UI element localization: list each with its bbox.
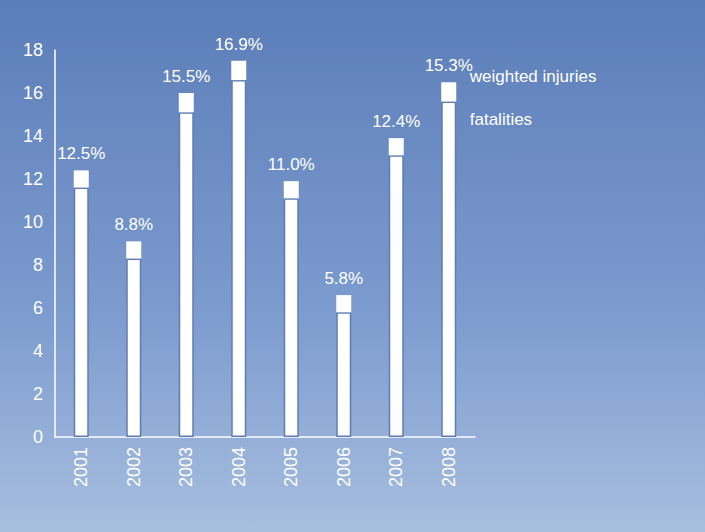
svg-text:2004: 2004 (229, 447, 249, 487)
svg-text:8.8%: 8.8% (114, 215, 153, 234)
svg-text:11.0%: 11.0% (268, 155, 315, 174)
svg-text:5.8%: 5.8% (324, 269, 363, 288)
svg-text:weighted injuries: weighted injuries (469, 67, 597, 86)
svg-text:4: 4 (33, 341, 43, 361)
svg-text:15.3%: 15.3% (425, 56, 473, 75)
svg-text:16.9%: 16.9% (215, 35, 263, 54)
svg-text:2001: 2001 (71, 447, 91, 487)
svg-text:2008: 2008 (439, 447, 459, 487)
svg-text:12: 12 (23, 169, 43, 189)
svg-text:2002: 2002 (124, 447, 144, 487)
svg-text:10: 10 (23, 212, 43, 232)
svg-text:2005: 2005 (281, 447, 301, 487)
svg-text:12.4%: 12.4% (372, 112, 420, 131)
svg-text:0: 0 (33, 427, 43, 447)
svg-text:14: 14 (23, 126, 43, 146)
svg-text:6: 6 (33, 298, 43, 318)
svg-text:2006: 2006 (334, 447, 354, 487)
svg-text:2007: 2007 (386, 447, 406, 487)
svg-text:2003: 2003 (176, 447, 196, 487)
svg-text:2: 2 (33, 384, 43, 404)
svg-text:fatalities: fatalities (470, 110, 532, 129)
svg-text:16: 16 (23, 83, 43, 103)
svg-text:8: 8 (33, 255, 43, 275)
svg-text:15.5%: 15.5% (162, 67, 210, 86)
svg-text:18: 18 (23, 40, 43, 60)
svg-text:12.5%: 12.5% (57, 144, 105, 163)
